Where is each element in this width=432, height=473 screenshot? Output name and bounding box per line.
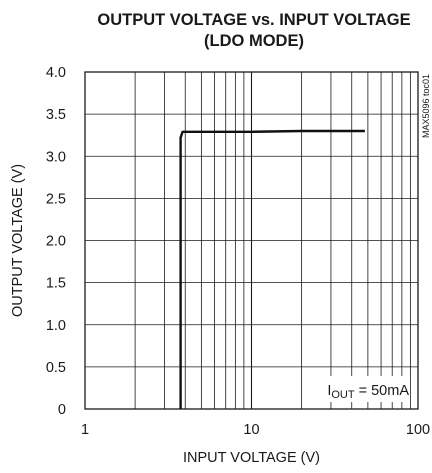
y-tick-label: 2.0 xyxy=(46,234,66,250)
chart-title-line-2: (LDO MODE) xyxy=(204,32,304,50)
plot-frame xyxy=(84,71,419,410)
annotation-main: I xyxy=(327,383,331,399)
series-layer xyxy=(179,129,365,409)
output-voltage-line xyxy=(179,129,365,409)
chart-title-line-1: OUTPUT VOLTAGE vs. INPUT VOLTAGE xyxy=(97,11,410,29)
y-tick-label: 1.0 xyxy=(46,318,66,334)
y-tick-label: 0.5 xyxy=(46,360,66,376)
load-current-annotation: IOUT = 50mA xyxy=(327,383,409,401)
x-tick-label: 100 xyxy=(406,422,430,438)
x-tick-label: 1 xyxy=(81,422,89,438)
figure-id: MAX5096 toc01 xyxy=(421,74,431,138)
y-tick-label: 3.5 xyxy=(46,107,66,123)
y-tick-label: 0 xyxy=(58,402,66,418)
y-tick-label: 1.5 xyxy=(46,276,66,292)
horizontal-gridlines xyxy=(85,113,418,368)
x-axis-label: INPUT VOLTAGE (V) xyxy=(183,450,320,466)
y-tick-label: 4.0 xyxy=(46,65,66,81)
y-tick-label: 3.0 xyxy=(46,149,66,165)
annotation-box xyxy=(306,376,410,402)
annotation-subscript: OUT xyxy=(331,389,355,401)
y-tick-label: 2.5 xyxy=(46,191,66,207)
annotation-rest: = 50mA xyxy=(355,383,410,399)
x-tick-label: 10 xyxy=(243,422,259,438)
x-tick-labels: 1 10 100 xyxy=(81,422,430,438)
y-axis-label: OUTPUT VOLTAGE (V) xyxy=(10,164,26,317)
y-tick-labels: 0 0.5 1.0 1.5 2.0 2.5 3.0 3.5 4.0 xyxy=(46,65,66,418)
